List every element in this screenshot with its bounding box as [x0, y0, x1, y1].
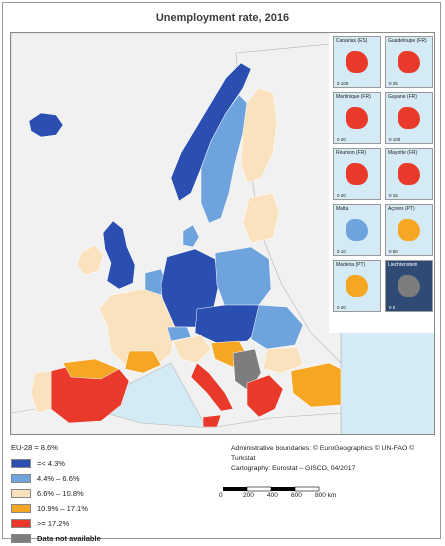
inset-label: Guadeloupe (FR) [388, 38, 427, 44]
legend-label: Data not available [37, 534, 101, 543]
inset-map: Malta 0 10 [333, 204, 381, 256]
map-area: Canarias (ES) 0 100 Guadeloupe (FR) 0 25 Mar… [10, 32, 435, 435]
legend-label: =< 4.3% [37, 459, 65, 468]
legend-row: Data not available [11, 531, 101, 546]
inset-scale: 0 20 [337, 137, 346, 142]
legend-row: 6.6% – 10.8% [11, 486, 101, 501]
inset-island [398, 163, 420, 185]
legend-swatch [11, 504, 31, 513]
inset-island [398, 219, 420, 241]
inset-map: Madeira (PT) 0 20 [333, 260, 381, 312]
inset-island [346, 219, 368, 241]
map-title: Unemployment rate, 2016 [155, 12, 290, 24]
region-italy-south [190, 362, 234, 412]
region-italy-north [172, 334, 212, 364]
inset-island [398, 275, 420, 297]
credits-boundaries: Administrative boundaries: © EuroGeograp… [231, 445, 415, 462]
region-poland [214, 246, 272, 308]
inset-scale: 0 50 [389, 249, 398, 254]
credits: Administrative boundaries: © EuroGeograp… [231, 444, 440, 474]
inset-island [398, 107, 420, 129]
region-spain-north [62, 358, 120, 380]
inset-map: Guyane (FR) 0 100 [385, 92, 433, 144]
region-norway [170, 62, 252, 202]
inset-label: Malta [336, 206, 349, 212]
inset-scale: 0 10 [337, 249, 346, 254]
region-denmark [182, 224, 200, 248]
inset-label: Liechtenstein [388, 262, 418, 268]
inset-island [346, 51, 368, 73]
inset-map: Canarias (ES) 0 100 [333, 36, 381, 88]
inset-scale: 0 20 [337, 193, 346, 198]
legend-label: >= 17.2% [37, 519, 70, 528]
inset-map: Mayotte (FR) 0 15 [385, 148, 433, 200]
legend-swatch [11, 519, 31, 528]
inset-scale: 0 100 [389, 137, 401, 142]
inset-scale: 0 5 [389, 305, 396, 310]
inset-label: Canarias (ES) [336, 38, 368, 44]
legend-swatch [11, 459, 31, 468]
inset-island [346, 107, 368, 129]
scale-tick-label: 600 [291, 492, 302, 499]
inset-label: Açores (PT) [388, 206, 415, 212]
inset-label: Martinique (FR) [336, 94, 371, 100]
region-uk [102, 220, 136, 290]
inset-map: Guadeloupe (FR) 0 25 [385, 36, 433, 88]
legend-row: >= 17.2% [11, 516, 101, 531]
region-sweden [200, 94, 248, 224]
inset-island [398, 51, 420, 73]
scale-tick-label: 400 [267, 492, 278, 499]
inset-scale: 0 15 [389, 193, 398, 198]
scale-bar-graphic [223, 486, 320, 492]
legend-swatch [11, 534, 31, 543]
inset-map: Liechtenstein 0 5 [385, 260, 433, 312]
scale-bar: 0 200 400 600 800 km [219, 481, 339, 507]
inset-scale: 0 25 [389, 81, 398, 86]
region-iceland [28, 112, 64, 138]
region-france [98, 288, 176, 370]
legend-swatch [11, 474, 31, 483]
inset-scale: 0 20 [337, 305, 346, 310]
region-ireland [76, 244, 104, 276]
inset-map: Martinique (FR) 0 20 [333, 92, 381, 144]
legend-eu-average: EU-28 = 8.6% [11, 443, 58, 452]
credits-cartography: Cartography: Eurostat – GISCO, 04/2017 [231, 465, 356, 472]
region-finland [240, 87, 278, 184]
inset-label: Madeira (PT) [336, 262, 366, 268]
scale-tick-label: 800 km [315, 492, 337, 499]
map-figure: Unemployment rate, 2016 [2, 2, 441, 543]
region-baltics [242, 192, 280, 244]
inset-label: Réunion (FR) [336, 150, 367, 156]
region-bulgaria [262, 346, 304, 374]
scale-tick-label: 0 [219, 492, 223, 499]
legend-label: 6.6% – 10.8% [37, 489, 84, 498]
region-portugal [30, 370, 52, 414]
inset-scale: 0 100 [337, 81, 349, 86]
legend-label: 10.9% – 17.1% [37, 504, 88, 513]
inset-island [346, 163, 368, 185]
scale-tick-label: 200 [243, 492, 254, 499]
legend: EU-28 = 8.6% =< 4.3% 4.4% – 6.6% 6.6% – 10… [11, 443, 101, 546]
legend-row: =< 4.3% [11, 456, 101, 471]
region-greece [246, 374, 284, 418]
legend-row: 10.9% – 17.1% [11, 501, 101, 516]
legend-label: 4.4% – 6.6% [37, 474, 80, 483]
region-romania [250, 304, 304, 350]
legend-row: 4.4% – 6.6% [11, 471, 101, 486]
inset-map: Réunion (FR) 0 20 [333, 148, 381, 200]
inset-label: Guyane (FR) [388, 94, 417, 100]
inset-map: Açores (PT) 0 50 [385, 204, 433, 256]
region-sicily [202, 414, 222, 428]
region-france-south [124, 350, 162, 374]
inset-island [346, 275, 368, 297]
inset-label: Mayotte (FR) [388, 150, 418, 156]
legend-classes: =< 4.3% 4.4% – 6.6% 6.6% – 10.8% 10.9% – 17… [11, 456, 101, 546]
legend-swatch [11, 489, 31, 498]
region-turkey [290, 362, 342, 408]
